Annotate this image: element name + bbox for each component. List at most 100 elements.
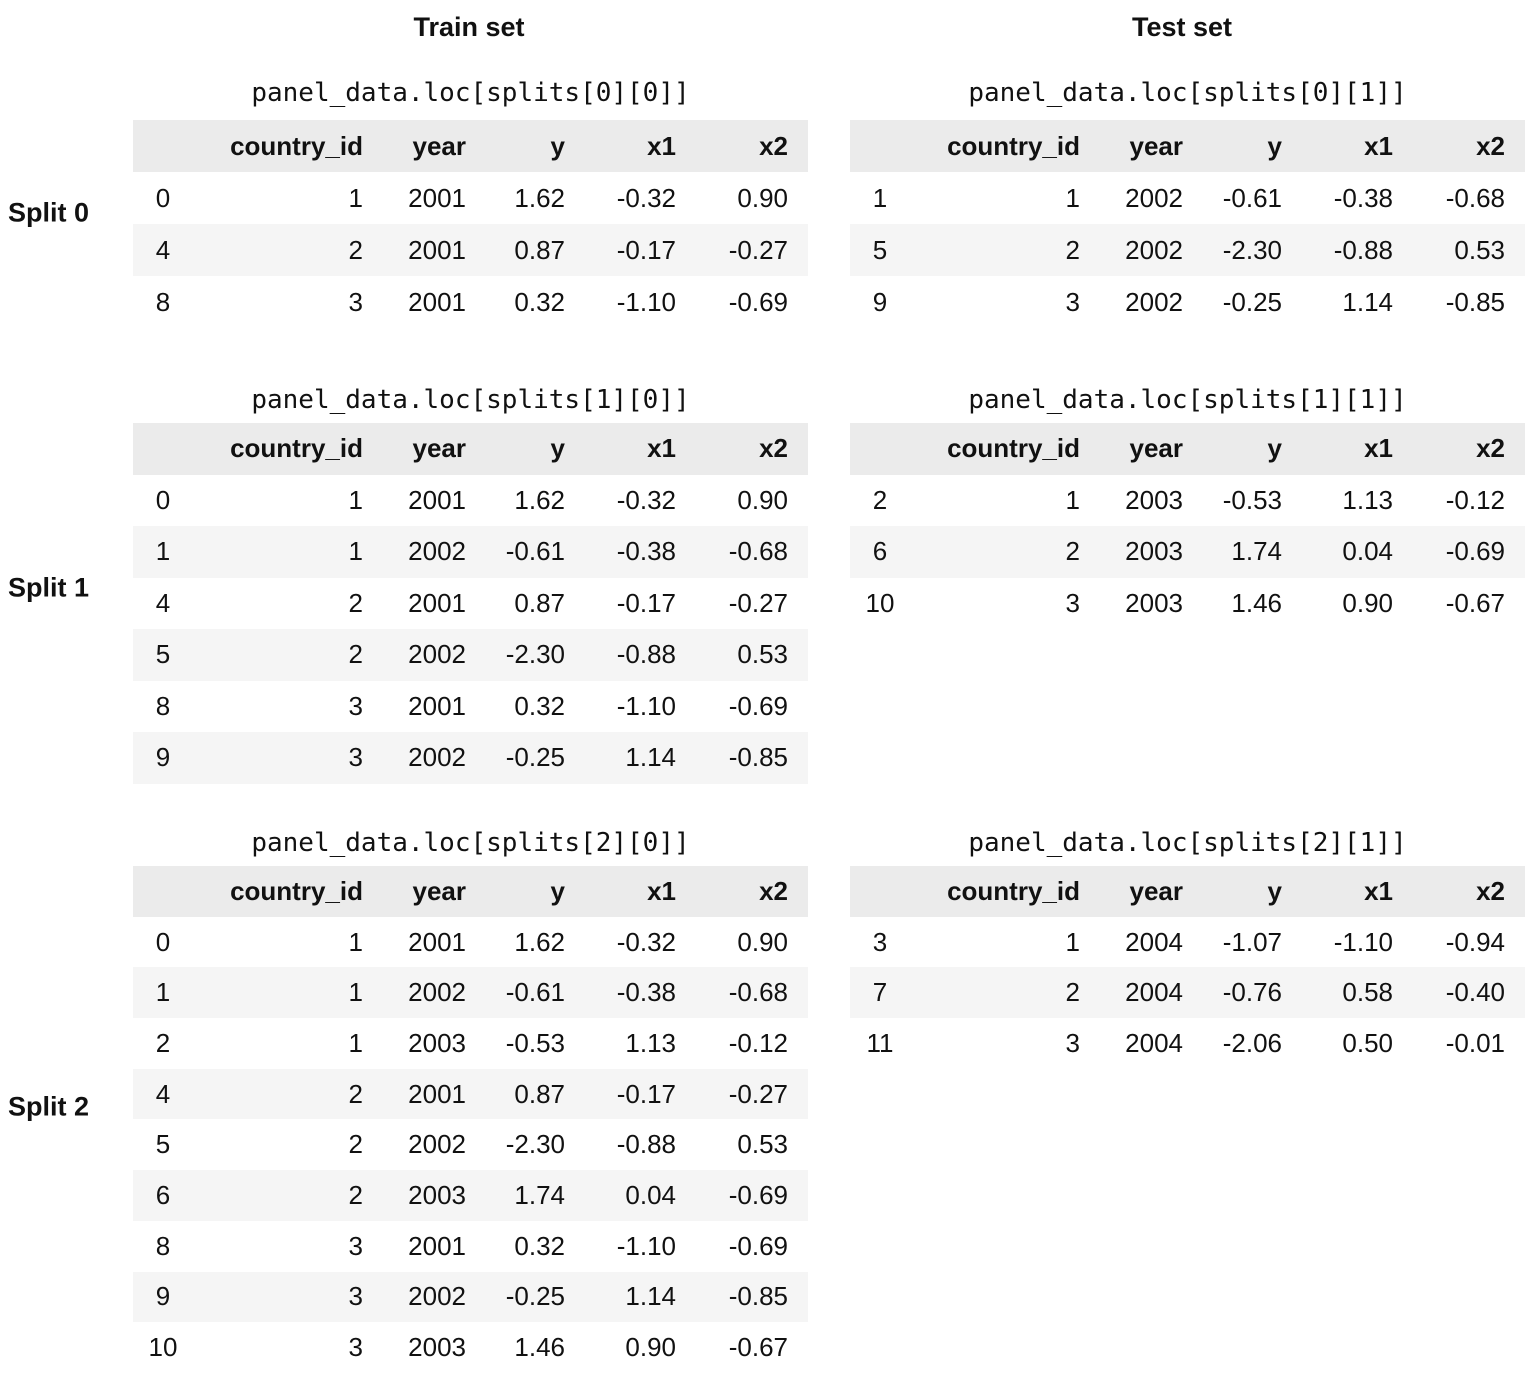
cell-value: 1.13 bbox=[625, 1027, 676, 1058]
header-row: country_id year y x1 x2 bbox=[850, 423, 1525, 475]
cell-value: 3 bbox=[1065, 286, 1080, 317]
table-caption: panel_data.loc[splits[2][0]] bbox=[251, 828, 690, 858]
cell-value: 0.87 bbox=[514, 587, 565, 618]
cell-value: 1 bbox=[348, 977, 363, 1008]
cell-value: -0.38 bbox=[616, 536, 676, 567]
header-row: country_id year y x1 x2 bbox=[850, 120, 1525, 172]
cell-value: 0.90 bbox=[737, 182, 788, 213]
cell-value: 2001 bbox=[408, 1078, 466, 1109]
row-index: 9 bbox=[155, 1281, 171, 1312]
cell-value: -1.10 bbox=[616, 1230, 676, 1261]
cell-value: -0.88 bbox=[616, 1129, 676, 1160]
row-index: 1 bbox=[872, 182, 888, 213]
cell-value: -0.27 bbox=[728, 234, 788, 265]
row-index: 9 bbox=[872, 286, 888, 317]
cell-value: 0.32 bbox=[514, 286, 565, 317]
cell-value: 2003 bbox=[408, 1180, 466, 1211]
column-name: x1 bbox=[1364, 130, 1393, 161]
cell-value: 0.53 bbox=[737, 1129, 788, 1160]
column-name: country_id bbox=[230, 433, 363, 464]
row-index: 7 bbox=[872, 977, 888, 1008]
cell-value: 1.62 bbox=[514, 182, 565, 213]
table-caption: panel_data.loc[splits[0][0]] bbox=[251, 78, 690, 108]
column-name: y bbox=[550, 875, 565, 906]
table-caption: panel_data.loc[splits[0][1]] bbox=[968, 78, 1407, 108]
column-name: x1 bbox=[647, 433, 676, 464]
column-name: country_id bbox=[947, 875, 1080, 906]
cell-value: 1.62 bbox=[514, 926, 565, 957]
column-name: country_id bbox=[947, 433, 1080, 464]
column-name: x2 bbox=[1476, 875, 1505, 906]
row-label: Split 0 bbox=[8, 197, 90, 228]
data-row: 4 2 2001 0.87 -0.17 -0.27 bbox=[133, 577, 808, 629]
cell-value: 2 bbox=[1065, 977, 1080, 1008]
row-index: 5 bbox=[155, 639, 171, 670]
data-row: 9 3 2002 -0.25 1.14 -0.85 bbox=[133, 1271, 808, 1323]
cell-value: -0.01 bbox=[1445, 1027, 1505, 1058]
data-row: 6 2 2003 1.74 0.04 -0.69 bbox=[850, 526, 1525, 578]
column-name: year bbox=[1129, 130, 1184, 161]
cell-value: -0.32 bbox=[616, 926, 676, 957]
column-name: x1 bbox=[647, 130, 676, 161]
row-index: 4 bbox=[155, 587, 171, 618]
column-header: Train set bbox=[413, 12, 525, 42]
data-row: 11 3 2004 -2.06 0.50 -0.01 bbox=[850, 1018, 1525, 1069]
column-name: year bbox=[1129, 433, 1184, 464]
table-caption: panel_data.loc[splits[1][0]] bbox=[251, 385, 690, 415]
cell-value: 2001 bbox=[408, 234, 466, 265]
cell-value: 1 bbox=[348, 926, 363, 957]
cell-value: 2 bbox=[348, 587, 363, 618]
row-index: 6 bbox=[872, 536, 888, 567]
cell-value: 3 bbox=[348, 1230, 363, 1261]
cell-value: 0.53 bbox=[1454, 234, 1505, 265]
cell-value: -0.85 bbox=[1445, 286, 1505, 317]
cell-value: -0.32 bbox=[616, 182, 676, 213]
cell-value: -0.61 bbox=[1222, 182, 1282, 213]
row-index: 10 bbox=[148, 1332, 178, 1363]
cell-value: -0.69 bbox=[728, 286, 788, 317]
data-row: 1 1 2002 -0.61 -0.38 -0.68 bbox=[133, 967, 808, 1019]
cell-value: 2002 bbox=[408, 1129, 466, 1160]
column-name: x1 bbox=[1364, 433, 1393, 464]
cell-value: 3 bbox=[348, 286, 363, 317]
row-index: 0 bbox=[155, 926, 171, 957]
cell-value: 0.90 bbox=[737, 484, 788, 515]
cell-value: -0.67 bbox=[728, 1332, 788, 1363]
cell-value: 3 bbox=[348, 690, 363, 721]
cell-value: -2.06 bbox=[1222, 1027, 1282, 1058]
column-name: x1 bbox=[647, 875, 676, 906]
cell-value: -0.38 bbox=[616, 977, 676, 1008]
cell-value: -0.61 bbox=[505, 977, 565, 1008]
cell-value: -0.85 bbox=[728, 1281, 788, 1312]
row-index: 8 bbox=[155, 690, 171, 721]
cell-value: 0.90 bbox=[1342, 587, 1393, 618]
cell-value: 2003 bbox=[408, 1332, 466, 1363]
row-label: Split 1 bbox=[8, 572, 90, 603]
cell-value: -1.10 bbox=[1333, 926, 1393, 957]
cell-value: 2002 bbox=[1125, 286, 1183, 317]
cell-value: 1.46 bbox=[1231, 587, 1282, 618]
cell-value: 2002 bbox=[408, 977, 466, 1008]
cell-value: -0.53 bbox=[505, 1027, 565, 1058]
column-name: y bbox=[1267, 433, 1282, 464]
cell-value: 3 bbox=[348, 742, 363, 773]
row-index: 4 bbox=[155, 234, 171, 265]
cell-value: -0.88 bbox=[1333, 234, 1393, 265]
cell-value: -2.30 bbox=[1222, 234, 1282, 265]
cell-value: 1.74 bbox=[1231, 536, 1282, 567]
cell-value: -0.32 bbox=[616, 484, 676, 515]
cell-value: 2 bbox=[348, 234, 363, 265]
table-caption: panel_data.loc[splits[1][1]] bbox=[968, 385, 1407, 415]
cell-value: 2002 bbox=[408, 742, 466, 773]
cell-value: 3 bbox=[348, 1281, 363, 1312]
column-name: y bbox=[550, 130, 565, 161]
data-row: 2 1 2003 -0.53 1.13 -0.12 bbox=[850, 474, 1525, 526]
cell-value: -0.69 bbox=[728, 690, 788, 721]
column-name: year bbox=[412, 130, 467, 161]
cell-value: 2003 bbox=[1125, 536, 1183, 567]
cell-value: 2002 bbox=[408, 1281, 466, 1312]
cell-value: 1.62 bbox=[514, 484, 565, 515]
cell-value: 2002 bbox=[408, 639, 466, 670]
data-row: 2 1 2003 -0.53 1.13 -0.12 bbox=[133, 1018, 808, 1069]
